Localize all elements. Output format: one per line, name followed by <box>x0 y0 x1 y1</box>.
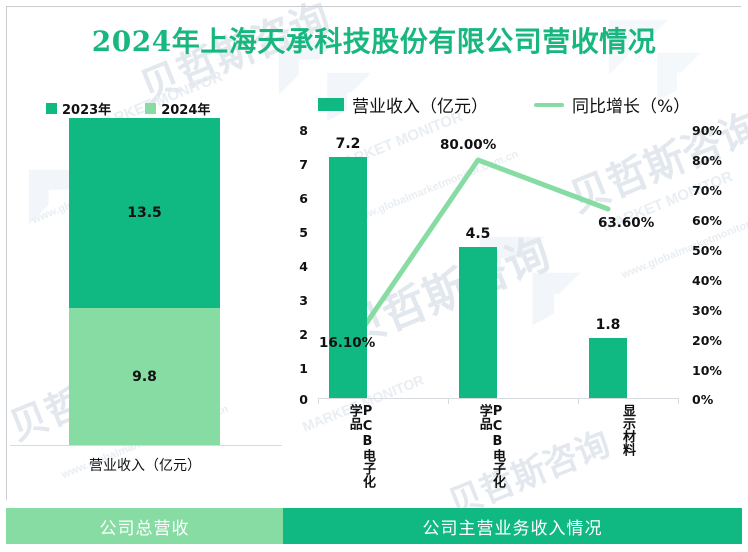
bar-value-label: 1.8 <box>595 317 621 333</box>
y-left-tick: 6 <box>299 191 308 206</box>
y-right-tick: 30% <box>692 303 722 318</box>
y-right-tick: 80% <box>692 153 722 168</box>
y-left-tick: 5 <box>299 225 308 240</box>
page-title: 2024年上海天承科技股份有限公司营收情况 <box>91 25 657 58</box>
y-axis-right: 90% 80% 70% 60% 50% 40% 30% 20% 10% 0% <box>686 118 736 410</box>
axis-tick-mark <box>448 398 449 404</box>
legend-label: 2023年 <box>62 103 112 118</box>
legend-item-revenue[interactable]: 营业收入（亿元） <box>318 92 488 117</box>
stack-segment-2023[interactable]: 13.5 <box>69 118 220 308</box>
bar-value-label: 4.5 <box>465 226 491 242</box>
legend-line-icon <box>534 102 564 107</box>
line-value-label: 80.00% <box>440 137 497 153</box>
line-value-label: 63.60% <box>598 215 655 231</box>
bar-pcb-chemicals-1[interactable]: 7.2 <box>329 136 367 398</box>
line-value-label: 16.10% <box>319 335 376 351</box>
footer-label-main-business[interactable]: 公司主营业务收入情况 <box>283 508 742 544</box>
legend-label: 2024年 <box>161 103 211 118</box>
left-chart-legend: 2023年 2024年 <box>46 99 210 118</box>
footer-bar: 公司总营收 公司主营业务收入情况 <box>6 508 742 544</box>
legend-item-2024[interactable]: 2024年 <box>145 99 210 118</box>
y-left-tick: 0 <box>299 392 308 407</box>
growth-line-path <box>345 157 611 353</box>
legend-label: 营业收入（亿元） <box>352 97 488 117</box>
axis-tick-mark <box>678 398 679 404</box>
x-category-label-1: PCB电子化学品 <box>346 404 375 488</box>
axis-tick-mark <box>578 398 579 404</box>
bar-rect <box>589 338 627 398</box>
left-axis-line <box>10 445 282 446</box>
y-right-tick: 60% <box>692 213 722 228</box>
bar-display-materials[interactable]: 1.8 <box>589 317 627 398</box>
y-left-tick: 3 <box>299 293 308 308</box>
right-plot-area: 7.2 4.5 1.8 16.10% 80.00% 63.60% <box>318 130 678 398</box>
y-left-tick: 2 <box>299 327 308 342</box>
y-right-tick: 50% <box>692 243 722 258</box>
legend-item-growth[interactable]: 同比增长（%） <box>534 92 690 117</box>
x-category-label-2: PCB电子化学品 <box>476 404 505 488</box>
y-left-tick: 8 <box>299 123 308 138</box>
y-right-tick: 40% <box>692 273 722 288</box>
main-business-revenue-chart: 8 7 6 5 4 3 2 1 0 90% 80% 70% 60% 50% 40… <box>282 118 742 500</box>
y-right-tick: 90% <box>692 123 722 138</box>
total-revenue-stacked-chart: 13.5 9.8 营业收入（亿元） <box>8 118 282 498</box>
y-right-tick: 20% <box>692 333 722 348</box>
stack-segment-2024[interactable]: 9.8 <box>69 308 220 445</box>
left-plot-area: 13.5 9.8 <box>8 118 282 446</box>
legend-swatch-icon <box>318 98 344 111</box>
bar-value-label: 7.2 <box>335 136 361 152</box>
bar-rect <box>329 157 367 398</box>
stack-segment-value: 9.8 <box>132 368 157 385</box>
axis-tick-mark <box>318 398 319 404</box>
footer-label-total-revenue[interactable]: 公司总营收 <box>6 508 283 544</box>
y-left-tick: 7 <box>299 157 308 172</box>
y-right-tick: 0% <box>692 392 714 407</box>
legend-swatch-icon <box>46 103 57 114</box>
right-axis-line <box>318 398 678 399</box>
growth-line-series <box>345 157 611 353</box>
y-left-tick: 4 <box>299 259 308 274</box>
y-right-tick: 10% <box>692 363 722 378</box>
legend-label: 同比增长（%） <box>572 97 691 117</box>
stack-segment-value: 13.5 <box>127 205 162 221</box>
y-left-tick: 1 <box>299 361 308 376</box>
y-axis-left: 8 7 6 5 4 3 2 1 0 <box>282 118 312 410</box>
legend-swatch-icon <box>145 103 157 114</box>
stacked-bar[interactable]: 13.5 9.8 <box>69 118 220 445</box>
right-chart-legend: 营业收入（亿元） 同比增长（%） <box>318 92 690 117</box>
bar-pcb-chemicals-2[interactable]: 4.5 <box>459 226 497 398</box>
left-category-label: 营业收入（亿元） <box>89 458 201 474</box>
y-right-tick: 70% <box>692 183 722 198</box>
bar-rect <box>459 247 497 398</box>
x-category-label-3: 显示材料 <box>620 404 635 456</box>
legend-item-2023[interactable]: 2023年 <box>46 99 111 118</box>
